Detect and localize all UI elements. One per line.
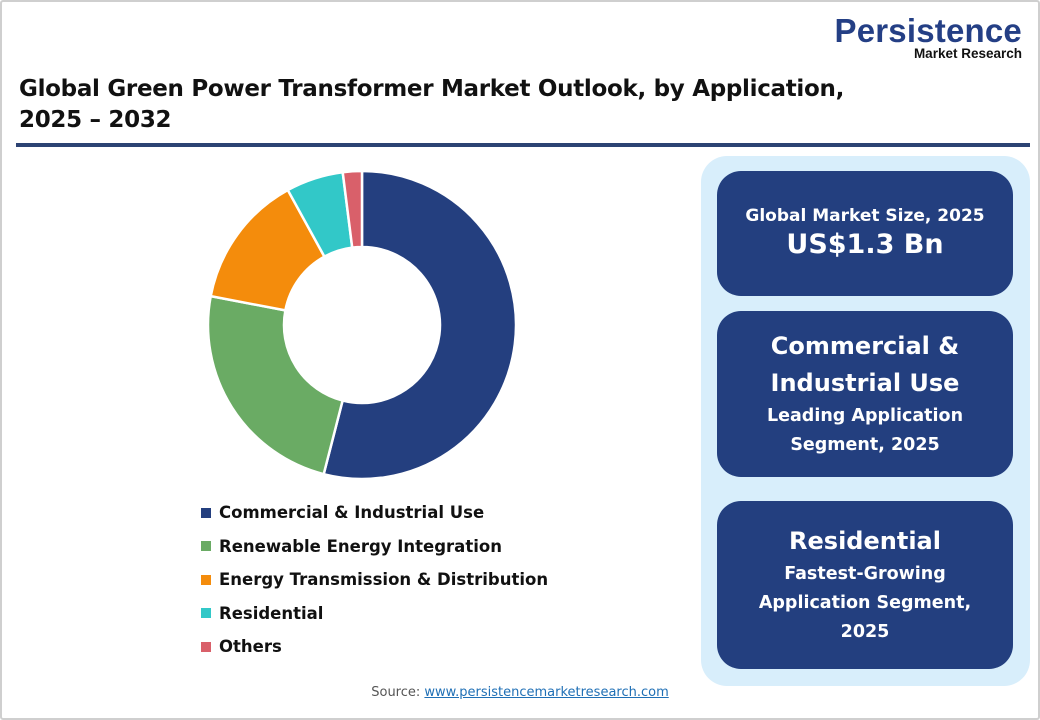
legend-swatch-icon — [201, 608, 211, 619]
fastest-segment-caption-1: Fastest-Growing — [784, 564, 946, 584]
fastest-segment-caption-3: 2025 — [840, 622, 890, 642]
title-line-1: Global Green Power Transformer Market Ou… — [19, 76, 845, 102]
leading-segment-name-2: Industrial Use — [770, 369, 960, 397]
legend-label: Energy Transmission & Distribution — [219, 570, 549, 590]
market-size-value: US$1.3 Bn — [786, 228, 944, 260]
source-footer: Source: www.persistencemarketresearch.co… — [0, 685, 1040, 700]
donut-slice — [206, 294, 345, 476]
legend-label: Commercial & Industrial Use — [219, 503, 485, 523]
legend-item: Energy Transmission & Distribution — [201, 563, 548, 597]
legend-swatch-icon — [201, 574, 211, 585]
legend-label: Residential — [219, 603, 324, 623]
legend-item: Commercial & Industrial Use — [201, 496, 548, 530]
page-title: Global Green Power Transformer Market Ou… — [19, 74, 919, 136]
market-size-label: Global Market Size, 2025 — [745, 205, 985, 226]
chart-legend: Commercial & Industrial Use Renewable En… — [201, 496, 548, 664]
logo-wordmark: Persistence — [834, 12, 1022, 49]
donut-slice — [322, 169, 518, 481]
donut-chart — [206, 169, 518, 481]
leading-segment-card: Commercial & Industrial Use Leading Appl… — [717, 311, 1013, 477]
legend-swatch-icon — [201, 641, 211, 652]
title-divider — [16, 143, 1030, 147]
legend-swatch-icon — [201, 507, 211, 518]
key-stats-panel: Global Market Size, 2025 US$1.3 Bn Comme… — [701, 156, 1030, 686]
brand-logo: Persistence Market Research — [834, 12, 1023, 61]
leading-segment-name-1: Commercial & — [770, 332, 960, 360]
legend-item: Renewable Energy Integration — [201, 530, 548, 564]
fastest-segment-name: Residential — [789, 527, 941, 555]
leading-segment-caption-2: Segment, 2025 — [790, 435, 940, 455]
legend-item: Others — [201, 630, 548, 664]
legend-label: Renewable Energy Integration — [219, 536, 502, 556]
legend-item: Residential — [201, 597, 548, 631]
logo-tagline: Market Research — [913, 46, 1022, 61]
fastest-growing-card: Residential Fastest-Growing Application … — [717, 501, 1013, 669]
legend-label: Others — [219, 637, 282, 657]
legend-swatch-icon — [201, 541, 211, 552]
leading-segment-caption-1: Leading Application — [766, 406, 964, 426]
donut-slice — [341, 169, 364, 250]
source-link[interactable]: www.persistencemarketresearch.com — [424, 685, 669, 700]
title-line-2: 2025 – 2032 — [19, 107, 172, 133]
source-label: Source: — [371, 685, 425, 700]
market-size-card: Global Market Size, 2025 US$1.3 Bn — [717, 171, 1013, 296]
fastest-segment-caption-2: Application Segment, — [758, 593, 972, 613]
